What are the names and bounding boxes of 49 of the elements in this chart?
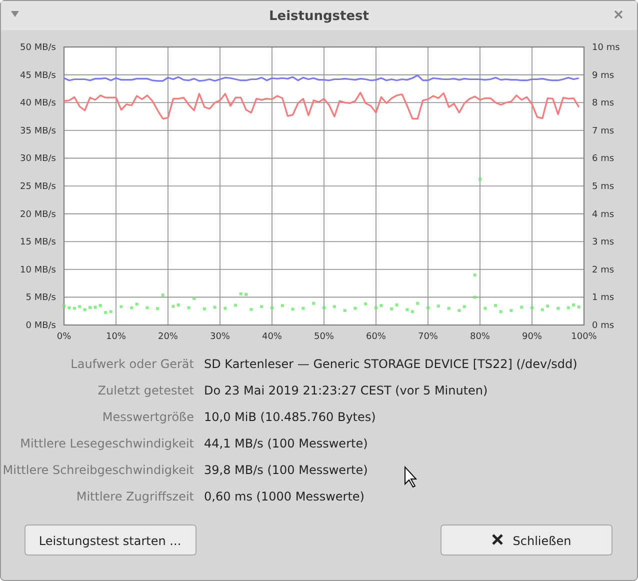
- x-tick-label: 90%: [522, 332, 542, 342]
- category-label: Mittlere Zugriffszeit: [76, 490, 194, 504]
- y2-tick-label: 1 ms: [592, 293, 614, 304]
- x-tick-label: 60%: [366, 332, 386, 342]
- text: Schließen: [512, 534, 572, 548]
- category-label: Mittlere Schreibgeschwindigkeit: [2, 463, 194, 477]
- x-tick-label: 10%: [106, 332, 126, 342]
- x-tick-label: 0%: [56, 332, 72, 342]
- y-tick-label: 15 MB/s: [20, 238, 56, 248]
- text: 10,0 MiB (10.485.760 Bytes): [204, 410, 376, 424]
- chart-title: Leistungstest: [268, 9, 370, 24]
- category-label: Messwertgröße: [102, 410, 194, 424]
- y-tick-label: 35 MB/s: [20, 126, 56, 136]
- y-tick-label: 10 MB/s: [20, 265, 56, 276]
- y-tick-label: 40 MB/s: [20, 98, 56, 109]
- y2-tick-label: 2 ms: [592, 265, 614, 276]
- y2-tick-label: 5 ms: [592, 182, 614, 192]
- text: 39,8 MB/s (100 Messwerte): [204, 463, 368, 477]
- y2-tick-label: 6 ms: [592, 154, 614, 164]
- y-tick-label: 5 MB/s: [26, 293, 56, 304]
- x-tick-label: 30%: [210, 332, 230, 342]
- y-tick-label: 45 MB/s: [20, 70, 56, 81]
- line-series: [63, 92, 580, 120]
- y2-tick-label: 8 ms: [592, 98, 614, 109]
- x-tick-label: 70%: [418, 332, 438, 342]
- y2-tick-label: 9 ms: [592, 70, 614, 81]
- y-tick-label: 20 MB/s: [20, 210, 56, 220]
- x-tick-label: 50%: [314, 332, 334, 342]
- y-tick-label: 50 MB/s: [20, 43, 56, 53]
- y2-tick-label: 0 ms: [592, 321, 614, 331]
- text: 0,60 ms (1000 Messwerte): [204, 490, 364, 504]
- x-tick-label: 40%: [262, 332, 282, 342]
- category-label: Zuletzt getestet: [98, 384, 194, 398]
- text: Leistungstest starten ...: [38, 534, 182, 548]
- text: SD Kartenleser — Generic STORAGE DEVICE [TS22] (/dev/sdd): [204, 357, 578, 371]
- category-label: Mittlere Lesegeschwindigkeit: [20, 436, 194, 450]
- y-tick-label: 25 MB/s: [20, 182, 56, 192]
- category-label: Laufwerk oder Gerät: [70, 357, 194, 371]
- y2-tick-label: 4 ms: [592, 210, 614, 220]
- y2-tick-label: 7 ms: [592, 126, 614, 136]
- y2-tick-label: 3 ms: [592, 238, 614, 248]
- x-tick-label: 80%: [470, 332, 490, 342]
- y2-tick-label: 10 ms: [592, 43, 620, 53]
- y-tick-label: 30 MB/s: [20, 154, 56, 164]
- x-tick-label: 100%: [571, 332, 598, 342]
- x-tick-label: 20%: [158, 332, 178, 342]
- text: 44,1 MB/s (100 Messwerte): [204, 436, 368, 450]
- y-tick-label: 0 MB/s: [26, 321, 56, 331]
- text: Do 23 Mai 2019 21:23:27 CEST (vor 5 Minuten): [204, 384, 488, 398]
